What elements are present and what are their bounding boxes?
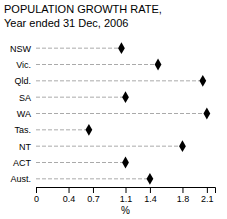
y-tick: Qld. (14, 76, 31, 86)
marker (122, 157, 129, 169)
subtitle: Year ended 31 Dec, 2006 (4, 17, 128, 29)
y-tick-label: WA (17, 109, 31, 119)
x-tick-mark (93, 187, 94, 193)
y-tick-label: Aust. (10, 174, 31, 184)
x-tick-mark (182, 187, 183, 193)
y-tick-label: NSW (10, 44, 32, 54)
y-tick: WA (17, 109, 31, 119)
y-tick: ACT (13, 158, 32, 168)
stem (36, 64, 158, 65)
stem (36, 97, 126, 98)
marker (122, 91, 129, 103)
y-tick: Tas. (14, 125, 31, 135)
plot: 0 0.4 0.7 1.1 1.4 1.8 2.1 NSW Vic. Qld. SA WA Tas. NT… (10, 42, 216, 216)
y-tick: NT (19, 142, 31, 152)
y-tick: SA (19, 93, 31, 103)
marks (36, 42, 210, 184)
x-tick-label: 1.4 (144, 194, 157, 204)
stem (36, 178, 150, 179)
marker (199, 75, 206, 87)
title: POPULATION GROWTH RATE, (4, 3, 162, 15)
y-tick: NSW (10, 44, 32, 54)
x-axis: 0 0.4 0.7 1.1 1.4 1.8 2.1 (34, 187, 216, 204)
marker (147, 173, 154, 185)
x-tick-mark (207, 187, 208, 193)
marker (85, 124, 92, 136)
x-tick-mark (126, 187, 127, 193)
y-tick-label: NT (19, 142, 31, 152)
x-tick-label: 0.7 (87, 194, 100, 204)
y-tick-label: Qld. (14, 76, 31, 86)
stem (36, 80, 203, 81)
stem (36, 113, 207, 114)
x-tick: 0 (34, 187, 39, 204)
x-tick-mark (36, 187, 37, 193)
x-tick: 1.1 (120, 187, 133, 204)
marker (155, 59, 162, 71)
x-tick-label: 1.1 (120, 194, 133, 204)
marker (179, 140, 186, 152)
x-tick: 0.7 (87, 187, 100, 204)
y-tick-label: Tas. (14, 125, 31, 135)
y-tick-label: ACT (13, 158, 32, 168)
chart: POPULATION GROWTH RATE, Year ended 31 Dec… (0, 0, 227, 219)
stem (36, 129, 89, 130)
marker (118, 42, 125, 54)
x-tick: 2.1 (201, 187, 214, 204)
y-tick-label: Vic. (16, 60, 31, 70)
marker (203, 108, 210, 120)
stem (36, 48, 121, 49)
x-tick-label: 0.4 (63, 194, 76, 204)
y-axis: NSW Vic. Qld. SA WA Tas. NT ACT Aust. (10, 44, 32, 185)
x-tick: 1.4 (144, 187, 157, 204)
stem (36, 162, 126, 163)
y-tick: Vic. (16, 60, 31, 70)
x-tick-label: 1.8 (177, 194, 190, 204)
x-tick-mark (150, 187, 151, 193)
x-axis-line (37, 188, 216, 194)
y-tick-label: SA (19, 93, 31, 103)
x-tick-mark (69, 187, 70, 193)
y-tick: Aust. (10, 174, 31, 184)
x-tick-label: 0 (34, 194, 39, 204)
x-tick: 1.8 (177, 187, 190, 204)
x-axis-title: % (121, 205, 130, 216)
x-tick-label: 2.1 (201, 194, 214, 204)
x-tick: 0.4 (63, 187, 76, 204)
stem (36, 146, 182, 147)
